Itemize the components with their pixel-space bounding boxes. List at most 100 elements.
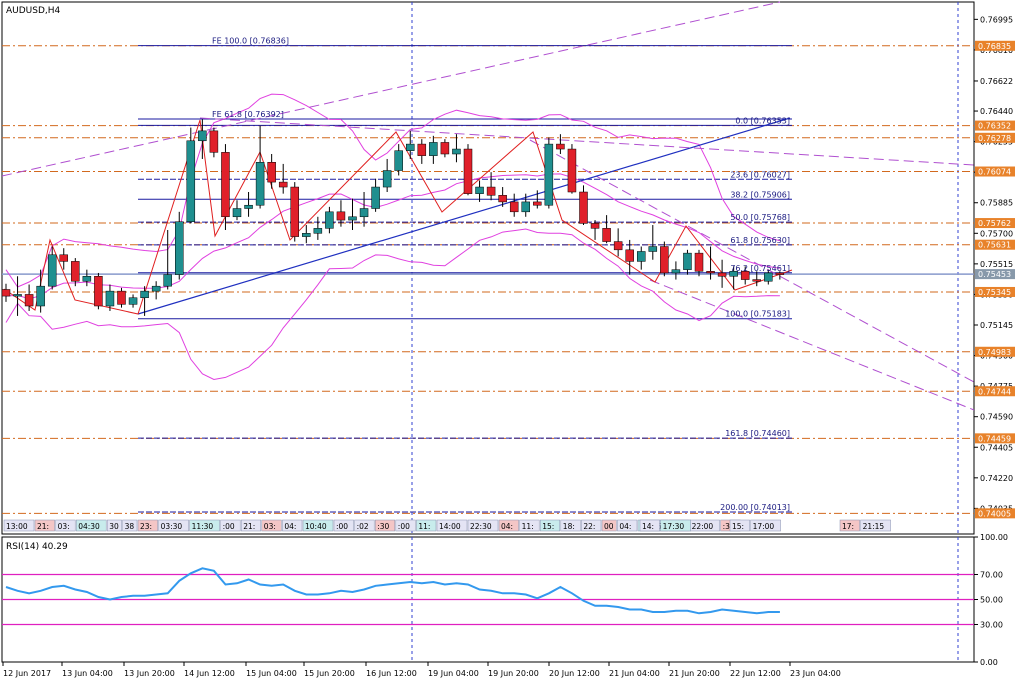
fibo-label: 38.2 [0.75906] [730, 190, 790, 199]
time-tick-label: 16 Jun 12:00 [366, 669, 417, 678]
candle-body [267, 162, 276, 183]
candle [475, 180, 484, 202]
candle-body [290, 186, 299, 237]
candle-body [348, 216, 357, 221]
candle-body [1, 289, 11, 297]
candle [440, 139, 450, 158]
candle [706, 246, 715, 280]
time-tick-label: 14 Jun 12:00 [184, 669, 235, 678]
candle-body [475, 186, 484, 194]
session-marker [158, 519, 189, 532]
channel-upper-line [1, 1, 781, 177]
time-tick-label: 22 Jun 12:00 [730, 669, 781, 678]
session-label: 04: [501, 522, 513, 531]
candle-body [637, 251, 646, 262]
candle-body [429, 142, 438, 156]
session-marker [75, 519, 107, 532]
price-label-box [975, 120, 1015, 131]
rsi-tick-label: 0.00 [980, 658, 998, 667]
candle-body [13, 294, 22, 297]
candle [59, 248, 68, 270]
session-marker [261, 519, 282, 532]
candle-body [336, 211, 346, 221]
rsi-title: RSI(14) 40.29 [6, 542, 68, 552]
candle-body [186, 140, 196, 222]
session-marker [240, 519, 262, 532]
channel-down-line [529, 139, 975, 383]
price-tick-label: 0.74405 [980, 443, 1013, 452]
session-label: :00 [398, 522, 410, 531]
candle [221, 144, 230, 230]
candle-body [486, 186, 496, 196]
session-label: 11: [522, 522, 534, 531]
candle [694, 249, 704, 277]
candle [567, 144, 577, 194]
candle-body [232, 208, 242, 218]
session-label: 10:40 [305, 522, 327, 531]
candle [1, 283, 11, 302]
price-label-box [975, 269, 1015, 280]
candle-body [417, 143, 427, 156]
candle [556, 134, 565, 154]
session-label: 38 [125, 522, 135, 531]
session-marker [539, 519, 561, 532]
price-label: 0.74459 [978, 434, 1011, 443]
candle-body [567, 148, 577, 193]
price-label: 0.75453 [978, 270, 1011, 279]
session-marker [122, 519, 138, 532]
candle [717, 259, 727, 288]
session-marker [617, 519, 638, 532]
candle [544, 137, 554, 209]
session-marker [34, 519, 55, 532]
candle [71, 258, 80, 287]
candle [359, 192, 369, 227]
candle-body [764, 272, 773, 282]
candle-body [325, 211, 334, 229]
session-label: 18: [563, 522, 575, 531]
session-marker [519, 519, 540, 532]
candle-body [82, 276, 92, 282]
candle-body [452, 148, 461, 155]
price-label-box [975, 239, 1015, 250]
rsi-indicator: 100.00 70.00 50.00 30.00 0.00 [2, 533, 1008, 667]
candle-body [648, 246, 658, 252]
price-label: 0.74983 [978, 348, 1011, 357]
candle [648, 225, 658, 260]
candle-body [302, 233, 311, 237]
channel-mid-line [199, 117, 975, 166]
session-marker [189, 519, 220, 532]
main-chart-frame [1, 1, 975, 535]
session-label: 21:15 [863, 522, 885, 531]
time-tick-label: 23 Jun 04:00 [790, 669, 841, 678]
session-label: :30 [377, 522, 389, 531]
candle [302, 225, 311, 244]
session-label: 22:30 [470, 522, 492, 531]
candle-body [625, 249, 634, 262]
price-label: 0.76835 [978, 42, 1011, 51]
candle-body [613, 241, 623, 251]
time-tick-label: 21 Jun 04:00 [609, 669, 660, 678]
candle [278, 163, 288, 194]
candle-body [221, 152, 230, 218]
fibo-label: 76.2 [0.75461] [730, 264, 790, 273]
candle-body [752, 279, 761, 282]
candle [198, 119, 207, 159]
session-marker [354, 519, 375, 532]
session-label: 04: [284, 522, 296, 531]
candle [613, 228, 623, 257]
candle [371, 178, 380, 212]
session-marker [395, 519, 416, 532]
price-tick-label: 0.76622 [980, 77, 1013, 86]
price-label: 0.76074 [978, 168, 1011, 177]
price-axis: 0.769950.768100.766220.764400.762550.760… [974, 15, 1015, 519]
price-label-box [975, 508, 1015, 519]
candle [325, 206, 334, 234]
candle [729, 266, 738, 290]
fibo-label: FE 100.0 [0.76836] [212, 37, 289, 46]
session-label: 15: [542, 522, 554, 531]
session-label: 23: [140, 522, 152, 531]
fibo-label: 0.0 [0.76353] [735, 116, 790, 125]
fibo-label: 61.8 [0.75630] [730, 236, 790, 245]
candle [452, 134, 461, 163]
